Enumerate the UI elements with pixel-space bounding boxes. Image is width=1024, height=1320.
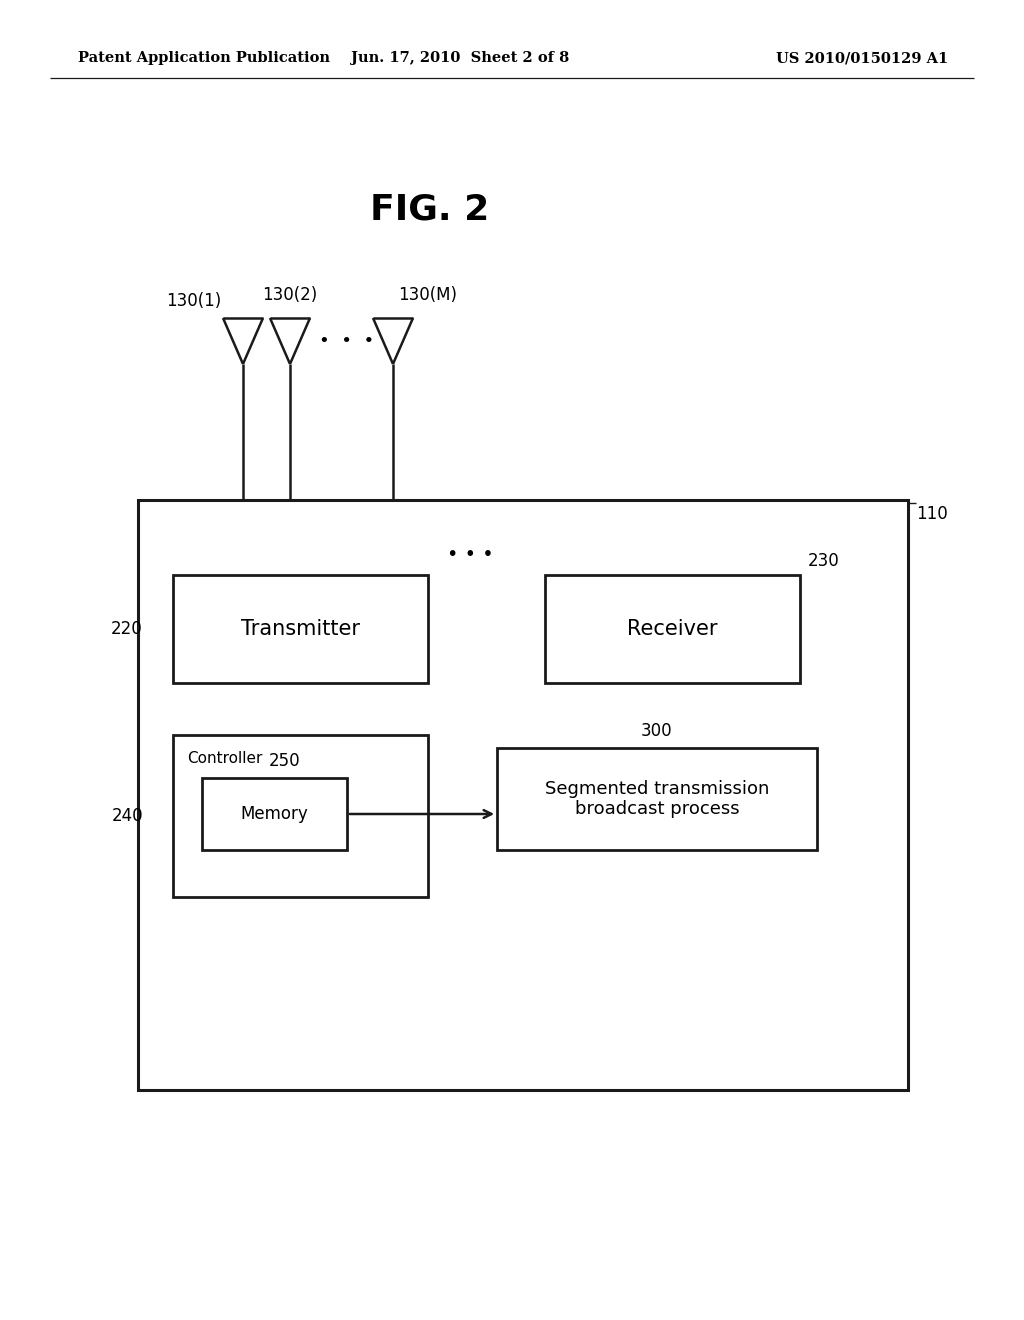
- Text: Patent Application Publication: Patent Application Publication: [78, 51, 330, 65]
- Text: Jun. 17, 2010  Sheet 2 of 8: Jun. 17, 2010 Sheet 2 of 8: [351, 51, 569, 65]
- Bar: [173, 576, 428, 682]
- Text: Memory: Memory: [241, 805, 308, 822]
- Text: 230: 230: [808, 552, 840, 570]
- Text: Receiver: Receiver: [628, 619, 718, 639]
- Text: •  •  •: • • •: [318, 333, 374, 350]
- Text: 130(2): 130(2): [262, 286, 317, 304]
- Text: 220: 220: [112, 620, 143, 638]
- Text: 130(1): 130(1): [166, 292, 221, 310]
- Text: 240: 240: [112, 807, 143, 825]
- Text: 130(M): 130(M): [398, 286, 457, 304]
- Text: 110: 110: [916, 506, 948, 523]
- Bar: [545, 576, 800, 682]
- Text: Segmented transmission
broadcast process: Segmented transmission broadcast process: [545, 780, 769, 818]
- Text: 300: 300: [641, 722, 673, 741]
- Text: 250: 250: [268, 752, 300, 770]
- Bar: [497, 748, 817, 850]
- Text: FIG. 2: FIG. 2: [371, 193, 489, 227]
- Bar: [202, 777, 347, 850]
- Text: • • •: • • •: [446, 544, 494, 564]
- Text: US 2010/0150129 A1: US 2010/0150129 A1: [776, 51, 948, 65]
- Bar: [173, 735, 428, 898]
- Text: Transmitter: Transmitter: [241, 619, 360, 639]
- Text: Controller: Controller: [187, 751, 262, 766]
- Bar: [138, 500, 908, 1090]
